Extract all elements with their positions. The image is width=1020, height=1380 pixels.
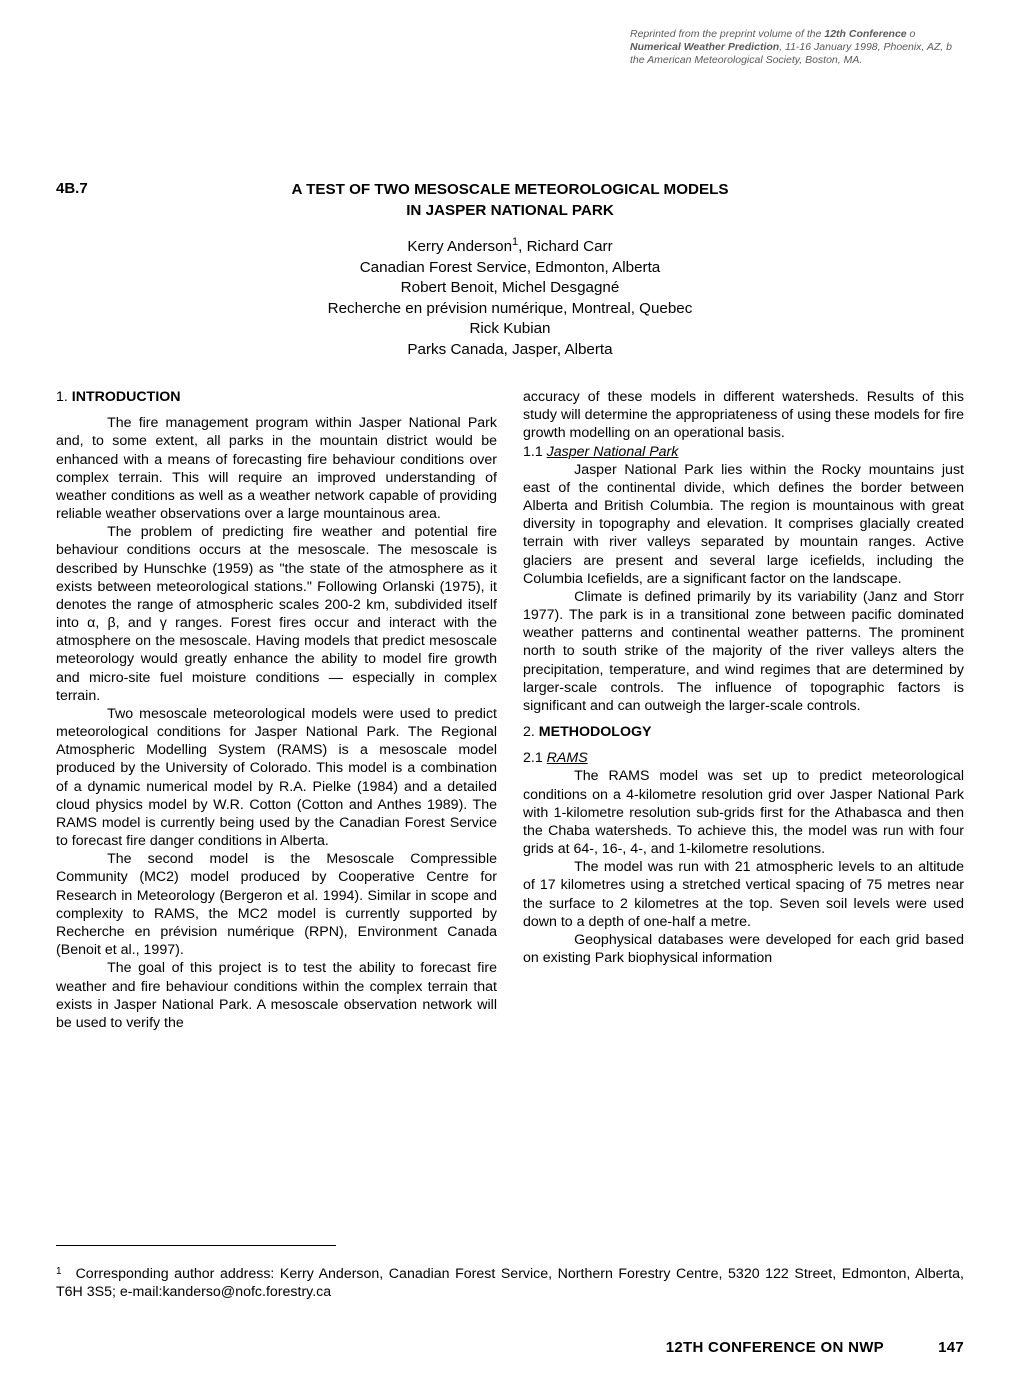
author-2-name: , Richard Carr bbox=[518, 238, 613, 255]
section-2-num: 2. bbox=[523, 724, 539, 740]
section-1-heading: 1. INTRODUCTION bbox=[56, 388, 497, 406]
author-line-3: Rick Kubian bbox=[469, 320, 550, 337]
page-root: Reprinted from the preprint volume of th… bbox=[0, 0, 1020, 1380]
reprint-text-1a: Reprinted from the preprint volume of th… bbox=[630, 28, 824, 40]
running-footer-label: 12TH CONFERENCE ON NWP bbox=[666, 1339, 884, 1356]
affil-line-2: Recherche en prévision numérique, Montre… bbox=[328, 300, 693, 317]
paragraph-1: The fire management program within Jaspe… bbox=[56, 414, 497, 523]
paragraph-8: The RAMS model was set up to predict met… bbox=[523, 767, 964, 858]
paragraph-6: Jasper National Park lies within the Roc… bbox=[523, 461, 964, 588]
paragraph-2: The problem of predicting fire weather a… bbox=[56, 523, 497, 705]
paragraph-9: The model was run with 21 atmospheric le… bbox=[523, 858, 964, 931]
footnote-rule bbox=[56, 1245, 336, 1246]
reprint-conf-title: 12th Conference bbox=[824, 28, 906, 40]
footnote-mark: 1 bbox=[56, 1266, 76, 1277]
body-columns: 1. INTRODUCTION The fire management prog… bbox=[56, 388, 964, 1230]
paragraph-4: The second model is the Mesoscale Compre… bbox=[56, 850, 497, 959]
section-2-heading: 2. METHODOLOGY bbox=[523, 723, 964, 741]
subsection-2-1-title: RAMS bbox=[547, 750, 588, 766]
subsection-1-1-heading: 1.1 Jasper National Park bbox=[523, 443, 964, 461]
paragraph-5a: The goal of this project is to test the … bbox=[56, 959, 497, 1032]
author-line-2: Robert Benoit, Michel Desgagné bbox=[401, 279, 620, 296]
paragraph-5b: accuracy of these models in different wa… bbox=[523, 388, 964, 443]
title-line-2: IN JASPER NATIONAL PARK bbox=[406, 202, 614, 219]
section-2-title: METHODOLOGY bbox=[539, 724, 652, 740]
subsection-1-1-num: 1.1 bbox=[523, 444, 547, 460]
footnote-text: Corresponding author address: Kerry Ande… bbox=[56, 1266, 964, 1301]
running-footer: 12TH CONFERENCE ON NWP147 bbox=[666, 1339, 964, 1356]
page-number: 147 bbox=[884, 1339, 964, 1356]
spacer bbox=[523, 715, 964, 723]
affil-line-1: Canadian Forest Service, Edmonton, Alber… bbox=[360, 259, 661, 276]
reprint-text-1b: o bbox=[907, 28, 916, 40]
reprint-text-2b: , 11-16 January 1998, Phoenix, AZ, b bbox=[779, 41, 952, 53]
reprint-nwp-bold: Numerical Weather Prediction bbox=[630, 41, 779, 53]
subsection-1-1-title: Jasper National Park bbox=[547, 444, 679, 460]
author-block: Kerry Anderson1, Richard Carr Canadian F… bbox=[0, 235, 1020, 360]
footnote: 1Corresponding author address: Kerry And… bbox=[56, 1265, 964, 1302]
spacer bbox=[523, 741, 964, 749]
paragraph-10: Geophysical databases were developed for… bbox=[523, 931, 964, 967]
title-line-1: A TEST OF TWO MESOSCALE METEOROLOGICAL M… bbox=[291, 181, 728, 198]
title-block: A TEST OF TWO MESOSCALE METEOROLOGICAL M… bbox=[0, 180, 1020, 360]
reprint-note: Reprinted from the preprint volume of th… bbox=[630, 28, 970, 67]
section-1-num: 1. bbox=[56, 389, 72, 405]
paragraph-3: Two mesoscale meteorological models were… bbox=[56, 705, 497, 850]
author-1-name: Kerry Anderson bbox=[407, 238, 512, 255]
paper-title: A TEST OF TWO MESOSCALE METEOROLOGICAL M… bbox=[0, 180, 1020, 221]
section-1-title: INTRODUCTION bbox=[72, 389, 181, 405]
reprint-text-3: the American Meteorological Society, Bos… bbox=[630, 54, 862, 66]
subsection-2-1-num: 2.1 bbox=[523, 750, 547, 766]
paragraph-7: Climate is defined primarily by its vari… bbox=[523, 588, 964, 715]
spacer bbox=[56, 406, 497, 414]
affil-line-3: Parks Canada, Jasper, Alberta bbox=[407, 341, 612, 358]
subsection-2-1-heading: 2.1 RAMS bbox=[523, 749, 964, 767]
